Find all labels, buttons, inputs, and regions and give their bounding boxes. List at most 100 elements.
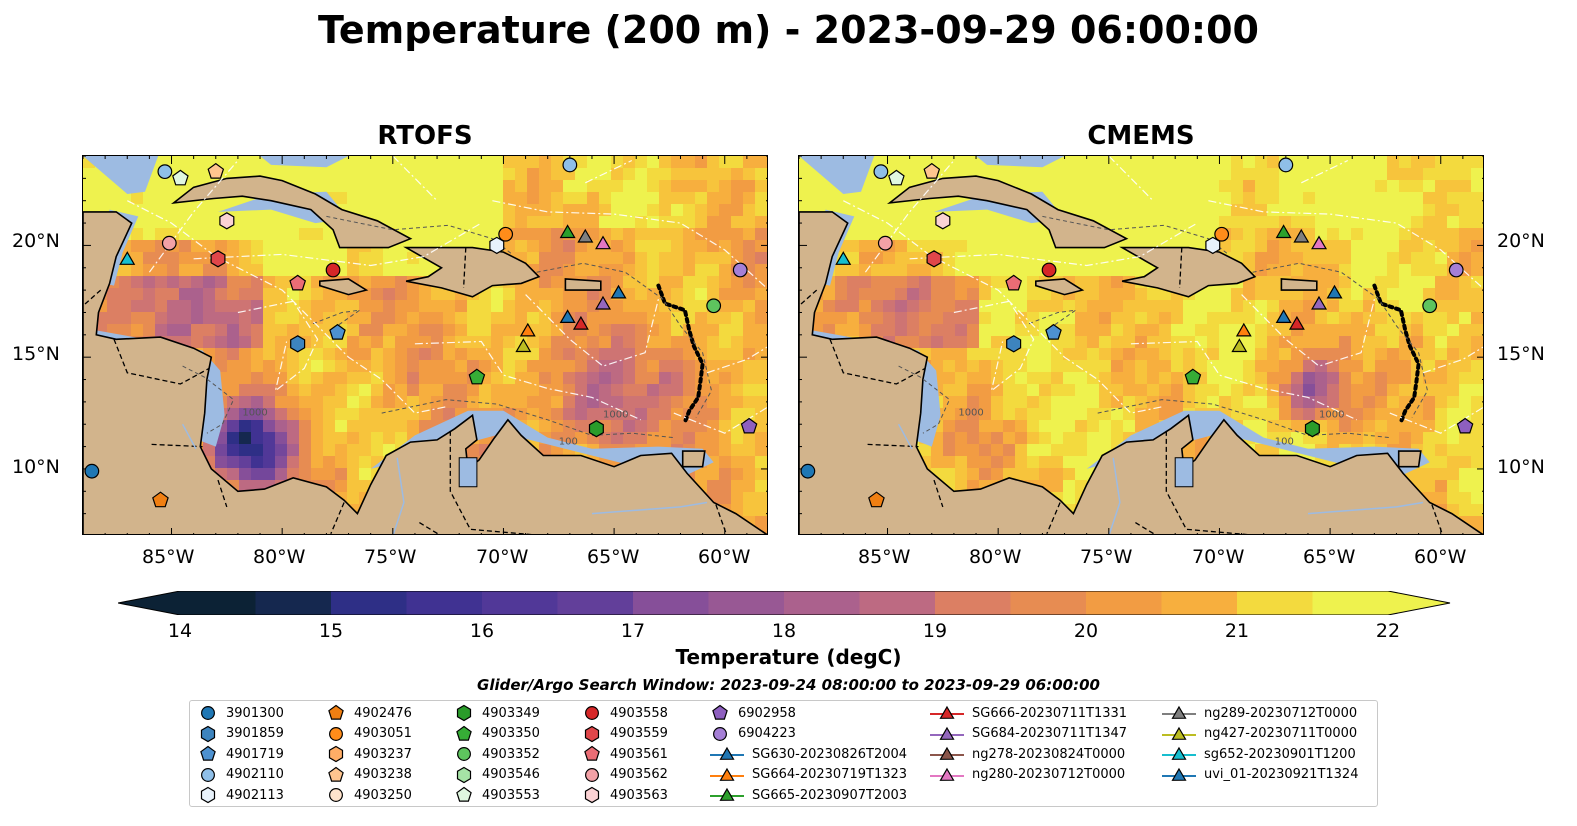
observation-marker (1214, 226, 1230, 242)
contour-label: 100 (559, 436, 578, 447)
legend-label: 4901719 (226, 746, 284, 762)
legend-symbol (329, 726, 343, 741)
legend-marker (456, 766, 472, 783)
lon-tick-label: 65°W (587, 546, 640, 568)
legend-label: 4903237 (354, 746, 412, 762)
legend-symbol (328, 704, 344, 720)
observation-marker (1311, 295, 1328, 310)
legend-symbol (712, 704, 728, 720)
observation-marker (1422, 298, 1438, 314)
colorbar-band (859, 591, 936, 615)
colorbar-band (1010, 591, 1087, 615)
colorbar-tick-label: 20 (1073, 620, 1099, 642)
legend-symbol (200, 725, 216, 742)
legend-label: 4903350 (482, 726, 540, 742)
legend-label: ng427-20230711T0000 (1204, 726, 1358, 742)
legend-item: 4903559 (582, 724, 668, 744)
legend-label: 4903250 (354, 787, 412, 803)
eez-boundary (706, 346, 767, 374)
legend-item: 4903561 (582, 744, 668, 764)
colorbar-band (1312, 591, 1389, 615)
lake-maracaibo (1174, 457, 1194, 488)
land-jamaica (319, 278, 369, 296)
legend-item: ng278-20230824T0000 (930, 744, 1125, 764)
country-border (799, 289, 818, 307)
lat-tick-label: 15°N (1497, 343, 1545, 365)
land-jamaica (1035, 278, 1085, 296)
legend-item: uvi_01-20230921T1324 (1162, 765, 1358, 785)
observation-marker (1045, 323, 1062, 340)
legend-item: SG684-20230711T1347 (930, 724, 1127, 744)
legend-label: 3901859 (226, 726, 284, 742)
country-border (449, 430, 533, 534)
observation-marker (1006, 335, 1022, 353)
bathymetry-contour (1097, 399, 1390, 439)
observation-marker (1235, 322, 1252, 337)
land-trinidad (681, 450, 706, 468)
country-border (419, 522, 440, 534)
legend-item: 4903051 (326, 724, 412, 744)
observation-marker (835, 251, 852, 265)
colorbar-extend-high (1388, 591, 1450, 615)
country-border (330, 502, 345, 534)
legend-symbol (584, 787, 600, 804)
lat-tick-label: 10°N (1497, 456, 1545, 478)
legend-symbol (713, 726, 727, 741)
legend-label: 4903558 (610, 705, 668, 721)
legend-label: 6902958 (738, 705, 796, 721)
legend-item: 4903563 (582, 785, 668, 805)
observation-marker (1311, 235, 1328, 250)
legend-item: 4903558 (582, 703, 668, 723)
legend-item: 4903237 (326, 744, 412, 764)
lon-tick-label: 80°W (253, 546, 306, 568)
legend-marker (585, 767, 599, 782)
legend-marker (329, 788, 343, 803)
colorbar-label: Temperature (degC) (675, 645, 902, 669)
observation-marker (732, 262, 748, 278)
lon-tick-label: 80°W (969, 546, 1022, 568)
river (181, 423, 197, 450)
legend-marker (456, 725, 472, 741)
land-hispaniola (1119, 246, 1257, 298)
lon-tick-label: 70°W (476, 546, 529, 568)
observation-marker (1275, 224, 1292, 239)
colorbar-tick-label: 21 (1224, 620, 1250, 642)
temperature-colorbar (118, 591, 1451, 615)
colorbar-band (406, 591, 483, 615)
map-panel-cmems: 1000 1000 100 (798, 155, 1484, 535)
contour-label: 1000 (603, 410, 628, 421)
bathymetry-contour (898, 365, 951, 434)
legend-symbol (329, 788, 343, 803)
observation-marker (1231, 338, 1248, 353)
legend-symbol (719, 788, 735, 802)
observation-marker (119, 251, 136, 265)
colorbar-tick-label: 18 (771, 620, 797, 642)
legend-symbol (201, 767, 215, 782)
eez-boundary (392, 156, 438, 202)
legend-item: SG665-20230907T2003 (710, 785, 907, 805)
legend-symbol (719, 767, 735, 781)
observation-marker (577, 228, 594, 243)
map-canvas: 1000 1000 100 (799, 156, 1483, 534)
observation-marker (572, 315, 589, 330)
observation-marker (157, 164, 173, 180)
legend-marker (201, 767, 215, 782)
eez-boundary (1130, 340, 1357, 421)
legend-symbol (585, 767, 599, 782)
legend-label: 4903559 (610, 726, 668, 742)
legend-item: 4903250 (326, 785, 412, 805)
legend-label: 6904223 (738, 726, 796, 742)
legend-symbol (584, 725, 600, 742)
observation-marker (1278, 157, 1294, 173)
bathymetry-contour (381, 399, 674, 439)
legend-symbol (456, 787, 472, 803)
lesser-antilles-islands (1372, 283, 1421, 424)
bathymetry-contour (1028, 309, 1076, 331)
legend-label: 4903553 (482, 787, 540, 803)
observation-marker (1288, 315, 1305, 330)
lat-tick-label: 20°N (1497, 230, 1545, 252)
legend-symbol (328, 766, 344, 782)
observation-marker (888, 169, 905, 186)
legend-label: SG684-20230711T1347 (972, 726, 1128, 742)
legend-marker (584, 725, 600, 742)
